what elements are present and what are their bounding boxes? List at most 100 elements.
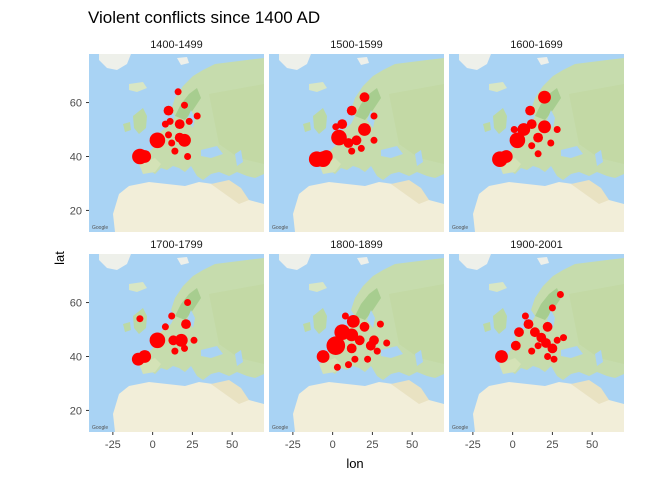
panel-grid: 1400-1499 1500-1599 1600-1699 1700-1799 1800… — [89, 39, 624, 432]
x-tick-label: 25 — [186, 439, 198, 451]
y-tick-label: 40 — [70, 351, 82, 363]
conflict-point — [509, 132, 526, 149]
conflict-point — [171, 347, 179, 355]
conflict-point — [316, 350, 330, 363]
conflict-point — [161, 120, 169, 128]
conflict-point — [548, 304, 556, 312]
conflict-point — [523, 319, 534, 329]
conflict-point — [319, 150, 333, 163]
conflict-point — [346, 343, 357, 354]
conflict-point — [383, 339, 391, 347]
conflict-point — [521, 312, 529, 320]
conflict-point — [542, 321, 553, 332]
facet-panel: 1800-1899 — [269, 239, 444, 432]
facet-panel: 1500-1599 — [269, 39, 444, 232]
conflict-point — [534, 150, 542, 158]
y-tick-label: 60 — [70, 298, 82, 310]
conflict-point — [174, 333, 188, 347]
conflict-point — [370, 136, 378, 144]
conflict-point — [528, 347, 536, 355]
conflict-point — [553, 126, 561, 133]
facet-panel: 1900-2001 — [449, 239, 624, 432]
conflict-point — [341, 312, 349, 320]
conflict-point — [149, 332, 166, 349]
conflict-point — [533, 132, 543, 143]
conflict-point — [370, 112, 378, 120]
conflict-point — [351, 135, 362, 146]
facet-label: 1900-2001 — [510, 239, 563, 251]
conflict-point — [331, 129, 347, 146]
facet-label: 1400-1499 — [150, 39, 203, 51]
facet-label: 1700-1799 — [150, 239, 203, 251]
conflict-point — [346, 105, 357, 116]
x-tick-label: 0 — [330, 439, 336, 451]
conflict-point — [510, 340, 521, 351]
x-tick-label: 50 — [586, 439, 598, 451]
map-background — [449, 54, 624, 232]
conflict-point — [184, 153, 192, 160]
conflict-point — [547, 343, 558, 354]
conflict-point — [354, 335, 365, 346]
facet-label: 1800-1899 — [330, 239, 383, 251]
conflict-point — [560, 334, 567, 342]
conflict-point — [337, 119, 348, 129]
conflict-point — [326, 336, 346, 355]
conflict-point — [184, 299, 192, 306]
y-tick-label: 20 — [70, 205, 82, 217]
conflict-point — [525, 105, 535, 116]
x-tick-label: 0 — [150, 439, 156, 451]
conflict-point — [534, 342, 542, 350]
conflict-point — [359, 321, 370, 332]
x-tick-label: -25 — [465, 439, 481, 451]
conflict-point — [168, 312, 176, 320]
conflict-point — [181, 319, 191, 329]
conflict-point — [376, 320, 384, 328]
x-tick-label: -25 — [285, 439, 301, 451]
conflict-point — [332, 123, 340, 131]
conflict-point — [138, 350, 152, 363]
conflict-point — [499, 150, 513, 163]
conflict-point — [351, 355, 359, 363]
conflict-point — [345, 361, 352, 369]
conflict-point — [193, 112, 201, 120]
conflict-point — [181, 344, 188, 352]
conflict-point — [538, 120, 551, 134]
conflict-point — [136, 315, 144, 323]
conflict-point — [161, 323, 169, 331]
facet-label: 1600-1699 — [510, 39, 563, 51]
x-tick-label: 25 — [546, 439, 558, 451]
conflict-point — [181, 101, 188, 109]
conflict-point — [550, 355, 558, 363]
conflict-point — [541, 338, 551, 348]
conflict-point — [163, 105, 174, 116]
conflict-point — [348, 147, 356, 155]
conflict-point — [358, 123, 371, 136]
conflict-point — [528, 142, 536, 150]
conflict-point — [174, 119, 185, 129]
conflict-point — [345, 328, 359, 342]
conflict-point — [168, 139, 176, 147]
conflict-point — [165, 131, 172, 139]
x-tick-label: 25 — [366, 439, 378, 451]
conflict-point — [149, 132, 166, 149]
y-tick-label: 20 — [70, 405, 82, 417]
conflict-point — [138, 150, 152, 163]
conflict-point — [364, 355, 372, 363]
x-axis-label: lon — [346, 456, 363, 471]
conflict-point — [538, 90, 551, 104]
y-tick-label: 40 — [70, 151, 82, 163]
conflict-point — [174, 88, 182, 96]
x-axis: -25 0 25 50 -25 0 25 50 -25 0 25 50 — [105, 432, 598, 451]
conflict-point — [556, 291, 564, 298]
facet-panel: 1600-1699 — [449, 39, 624, 232]
conflict-point — [369, 335, 379, 346]
conflict-point — [495, 350, 508, 363]
conflict-point — [544, 353, 552, 360]
conflict-point — [333, 363, 341, 371]
x-tick-label: 0 — [510, 439, 516, 451]
x-tick-label: 50 — [406, 439, 418, 451]
x-tick-label: 50 — [226, 439, 238, 451]
conflict-point — [510, 126, 518, 133]
conflict-point — [514, 327, 524, 338]
